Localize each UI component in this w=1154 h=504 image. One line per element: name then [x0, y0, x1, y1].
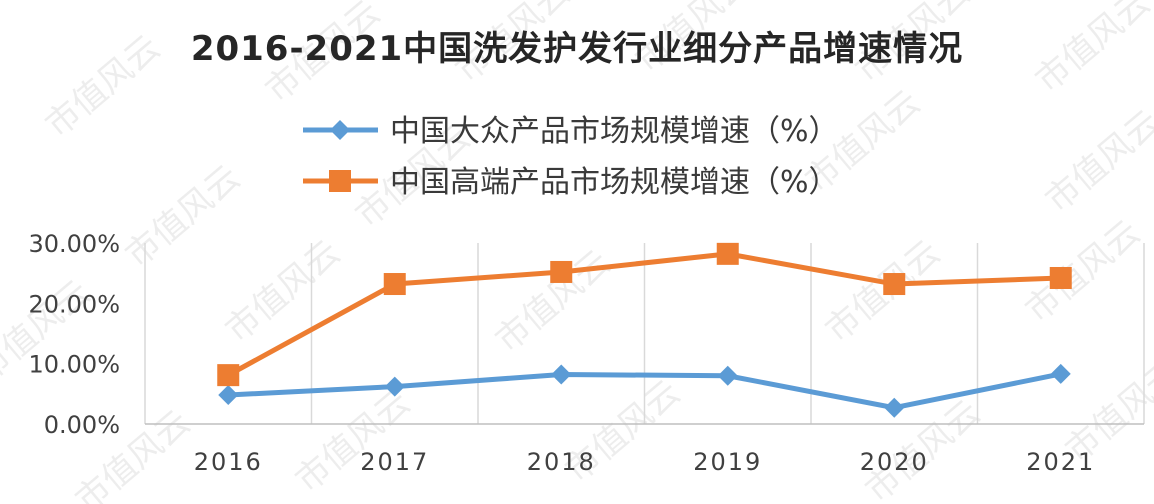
- data-point-square: [883, 273, 906, 296]
- grid-lines: [144, 243, 1145, 424]
- chart-title: 2016-2021中国洗发护发行业细分产品增速情况: [191, 29, 963, 69]
- watermark-text: 市值风云: [1038, 103, 1154, 221]
- legend-square-marker: [329, 170, 351, 192]
- watermark-text: 市值风云: [1018, 213, 1148, 331]
- watermark-text: 市值风云: [288, 383, 418, 501]
- watermark-text: 市值风云: [118, 158, 248, 276]
- data-point-diamond: [384, 376, 405, 397]
- data-point-diamond: [884, 397, 905, 418]
- data-point-diamond: [717, 365, 738, 386]
- watermark-text: 市值风云: [38, 28, 168, 146]
- watermark-text: 市值风云: [818, 233, 948, 351]
- y-tick-label: 20.00%: [28, 290, 120, 318]
- x-tick-label: 2019: [693, 448, 762, 476]
- series-mass-market: [218, 363, 1071, 418]
- y-tick-label: 10.00%: [28, 351, 120, 379]
- legend-label: 中国大众产品市场规模增速（%）: [390, 114, 839, 149]
- watermark-text: 市值风云: [1028, 0, 1154, 101]
- data-point-diamond: [551, 364, 572, 385]
- watermark-text: 市值风云: [218, 233, 348, 351]
- legend-label: 中国高端产品市场规模增速（%）: [390, 165, 839, 200]
- x-axis-ticks: 2016 2017 2018 2019 2020 2021: [194, 448, 1095, 476]
- data-point-square: [550, 260, 573, 283]
- y-axis-ticks: 0.00% 10.00% 20.00% 30.00%: [28, 230, 120, 439]
- series-premium: [217, 242, 1072, 387]
- data-point-square: [217, 364, 240, 387]
- data-point-square: [383, 273, 406, 296]
- series-layer: [217, 242, 1072, 418]
- y-tick-label: 0.00%: [44, 411, 120, 439]
- watermark-text: 市值风云: [488, 243, 618, 361]
- data-point-square: [716, 242, 739, 265]
- y-tick-label: 30.00%: [28, 230, 120, 258]
- x-tick-label: 2021: [1026, 448, 1095, 476]
- legend-diamond-marker: [330, 120, 350, 140]
- series-line: [227, 251, 1061, 378]
- x-tick-label: 2020: [860, 448, 929, 476]
- x-tick-label: 2016: [194, 448, 263, 476]
- x-tick-label: 2018: [527, 448, 596, 476]
- data-point-diamond: [1050, 363, 1071, 384]
- data-point-diamond: [218, 385, 239, 406]
- legend: 中国大众产品市场规模增速（%） 中国高端产品市场规模增速（%）: [303, 114, 839, 200]
- x-tick-label: 2017: [360, 448, 429, 476]
- series-line: [228, 371, 1062, 411]
- data-point-square: [1049, 266, 1072, 289]
